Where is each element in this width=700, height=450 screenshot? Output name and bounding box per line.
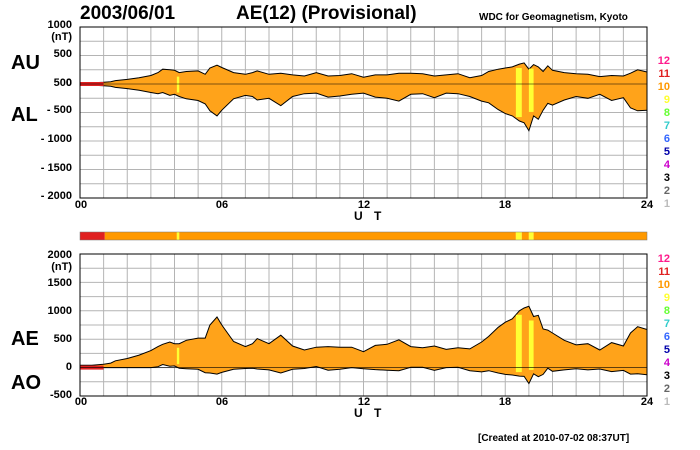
legend-level-7: 7 xyxy=(663,120,670,132)
legend-level-1: 1 xyxy=(663,396,670,408)
highlight-band xyxy=(176,76,180,93)
legend-level-5: 5 xyxy=(663,146,670,158)
legend-level-12: 12 xyxy=(657,55,670,67)
legend-level-11: 11 xyxy=(658,266,670,278)
legend-level-10: 10 xyxy=(657,279,670,291)
legend-level-9: 9 xyxy=(663,94,670,106)
x-tick-label: 24 xyxy=(640,396,654,408)
activity-segment xyxy=(528,232,534,240)
legend-level-1: 1 xyxy=(663,198,670,210)
x-axis-label: U T xyxy=(354,406,386,420)
x-tick-label: 00 xyxy=(74,199,88,211)
au-label: AU xyxy=(11,52,40,74)
x-tick-label: 00 xyxy=(74,396,88,408)
legend-level-8: 8 xyxy=(663,305,670,317)
x-tick-label: 06 xyxy=(215,199,229,211)
highlight-band xyxy=(528,68,534,112)
legend-level-10: 10 xyxy=(657,81,670,93)
y-tick-label: - 1000 xyxy=(40,133,72,145)
legend-level-11: 11 xyxy=(658,68,670,80)
legend-level-12: 12 xyxy=(657,253,670,265)
activity-segment xyxy=(515,232,522,240)
x-tick-label: 18 xyxy=(498,199,512,211)
series-line-ae xyxy=(80,305,648,366)
activity-segment xyxy=(533,232,647,240)
area-fill-0 xyxy=(80,62,647,131)
y-tick-label: 1000 xyxy=(47,305,72,317)
level-legend-bottom: 12 11 10 9 8 7 6 5 4 3 2 1 xyxy=(646,253,670,409)
x-tick-label: 12 xyxy=(357,199,371,211)
series-line-ao xyxy=(80,363,648,385)
activity-segment xyxy=(176,232,180,240)
legend-level-2: 2 xyxy=(663,185,670,197)
al-label: AL xyxy=(11,104,38,126)
y-tick-label: - 2000 xyxy=(40,190,72,202)
activity-segment xyxy=(104,232,177,240)
y-tick-label: - 1500 xyxy=(40,162,72,174)
x-tick-label: 06 xyxy=(215,396,229,408)
activity-segment xyxy=(80,232,105,240)
legend-level-8: 8 xyxy=(663,107,670,119)
x-tick-label: 18 xyxy=(498,396,512,408)
plot-frame xyxy=(79,26,648,199)
y-tick-label: 0 xyxy=(65,77,72,89)
y-tick-label: 500 xyxy=(53,48,72,60)
unit-label-top: (nT) xyxy=(51,31,72,43)
highlight-band xyxy=(515,314,522,373)
unit-label-bottom: (nT) xyxy=(51,261,72,273)
y-tick-label: 0 xyxy=(65,361,72,373)
legend-level-6: 6 xyxy=(663,133,670,145)
y-tick-label: -500 xyxy=(49,389,72,401)
legend-level-3: 3 xyxy=(663,370,670,382)
x-tick-label: 24 xyxy=(640,199,654,211)
ao-label: AO xyxy=(11,372,41,394)
legend-level-4: 4 xyxy=(663,357,670,369)
created-timestamp: [Created at 2010-07-02 08:37UT] xyxy=(478,433,630,444)
x-axis-label: U T xyxy=(354,209,386,223)
y-tick-label: 2000 xyxy=(47,249,72,261)
plot-frame xyxy=(79,253,648,397)
legend-level-3: 3 xyxy=(663,172,670,184)
y-tick-label: 1500 xyxy=(47,277,72,289)
legend-level-9: 9 xyxy=(663,292,670,304)
y-tick-label: 500 xyxy=(53,333,72,345)
x-tick-label: 12 xyxy=(357,396,371,408)
highlight-band xyxy=(515,68,522,118)
activity-segment xyxy=(521,232,529,240)
activity-bar-frame xyxy=(79,231,648,241)
series-line-al xyxy=(80,84,648,132)
activity-segment xyxy=(179,232,516,240)
ae-label: AE xyxy=(11,328,39,350)
highlight-band xyxy=(528,320,534,370)
y-tick-label: - 500 xyxy=(46,104,72,116)
chart-title: AE(12) (Provisional) xyxy=(236,3,417,24)
series-line-au xyxy=(80,62,648,84)
legend-level-7: 7 xyxy=(663,318,670,330)
legend-level-6: 6 xyxy=(663,331,670,343)
highlight-band xyxy=(176,347,180,365)
level-legend-top: 12 11 10 9 8 7 6 5 4 3 2 1 xyxy=(646,55,670,211)
legend-level-2: 2 xyxy=(663,383,670,395)
credit-label: WDC for Geomagnetism, Kyoto xyxy=(479,12,628,23)
legend-level-5: 5 xyxy=(663,344,670,356)
y-tick-label: 500 xyxy=(53,77,72,89)
y-tick-label: 1000 xyxy=(47,19,72,31)
legend-level-4: 4 xyxy=(663,159,670,171)
date-label: 2003/06/01 xyxy=(80,3,176,24)
